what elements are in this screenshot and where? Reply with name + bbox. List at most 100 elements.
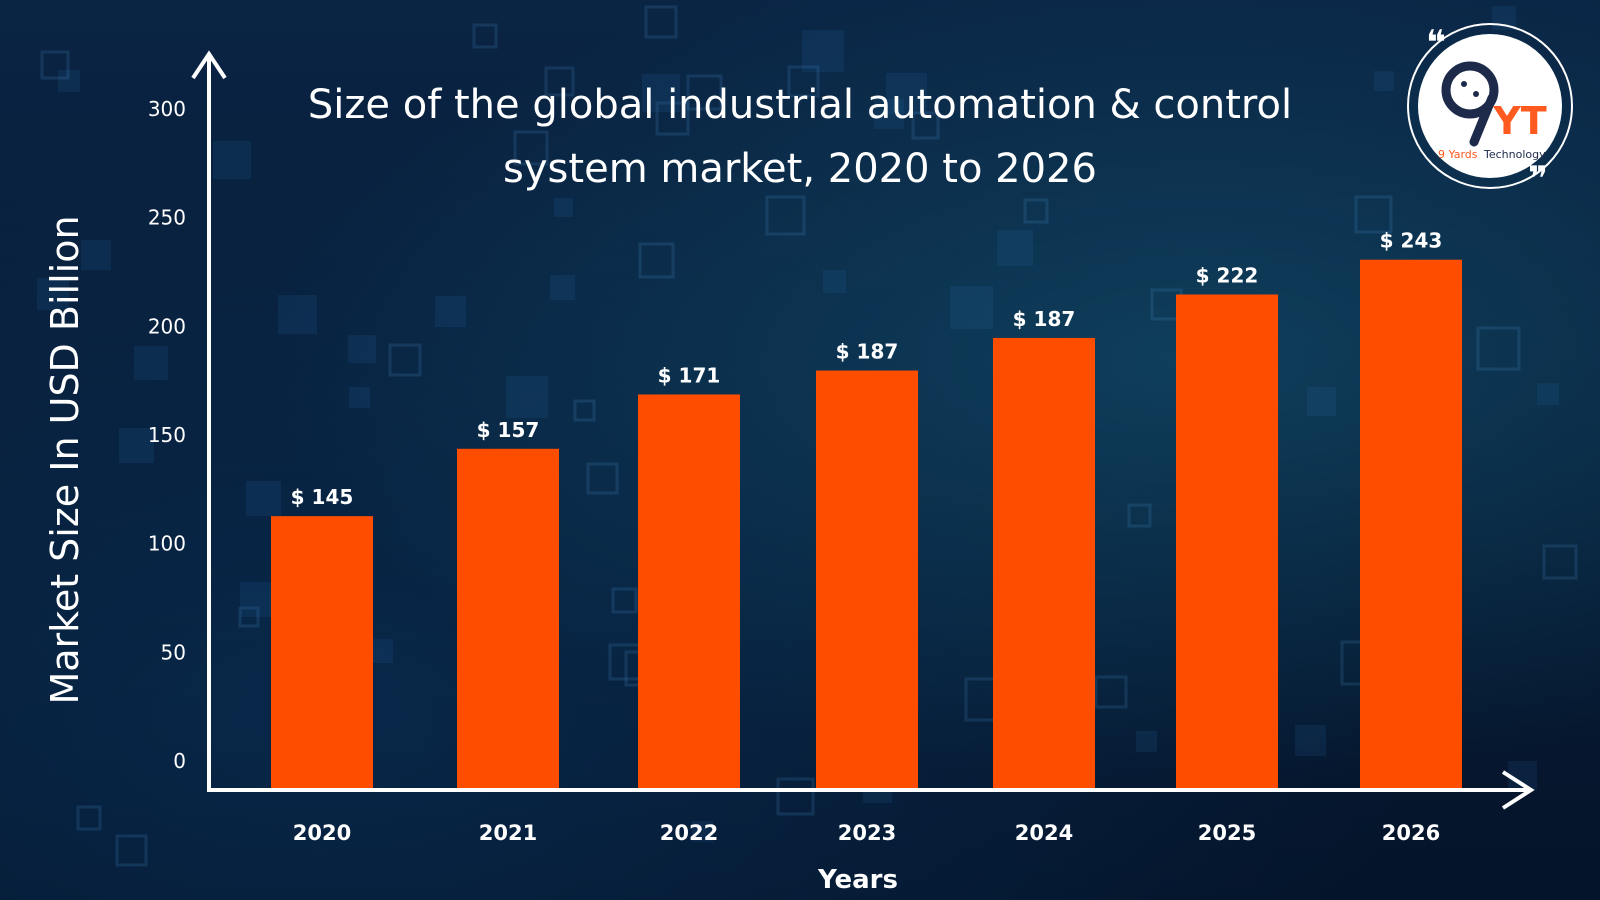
bg-square xyxy=(1295,725,1326,756)
bg-square xyxy=(1354,195,1393,234)
bg-square xyxy=(655,101,690,136)
y-tick-label: 150 xyxy=(148,423,186,447)
bg-square xyxy=(1542,544,1578,580)
x-tick-label: 2020 xyxy=(293,821,351,845)
bg-square xyxy=(213,141,251,179)
bg-square xyxy=(81,240,111,270)
bg-square xyxy=(997,230,1033,266)
nine-yards-logo: ❝ ❞ YT 9 Yards Technology xyxy=(1407,23,1573,194)
chart-title-line-1: Size of the global industrial automation… xyxy=(308,82,1292,128)
bg-square xyxy=(1537,383,1559,405)
logo-brand-second: Technology xyxy=(1483,148,1546,161)
bg-square xyxy=(348,335,376,363)
y-axis-title: Market Size In USD Billion xyxy=(43,215,87,704)
bg-square xyxy=(349,387,370,408)
y-tick-label: 100 xyxy=(148,532,186,556)
bar-2025 xyxy=(1176,294,1278,788)
bg-square xyxy=(513,130,549,166)
bg-square xyxy=(58,70,80,92)
logo-brand-first: 9 Yards xyxy=(1438,148,1478,161)
bg-square xyxy=(638,242,675,279)
quote-open-icon: ❝ xyxy=(1426,23,1446,63)
x-tick-label: 2021 xyxy=(479,821,537,845)
data-labels: $ 145 $ 157 $ 171 $ 187 $ 187 $ 222 $ 243 xyxy=(291,229,1443,509)
bg-square xyxy=(1127,503,1152,528)
bg-square xyxy=(40,50,70,80)
bg-square xyxy=(238,606,260,628)
data-label-2026: $ 243 xyxy=(1380,229,1443,253)
bar-2020 xyxy=(271,516,373,788)
data-label-2024: $ 187 xyxy=(1013,307,1076,331)
data-label-2021: $ 157 xyxy=(477,418,540,442)
bar-2021 xyxy=(457,448,559,788)
bg-square xyxy=(544,66,575,97)
bg-square xyxy=(642,74,680,112)
bg-square xyxy=(911,111,940,140)
bg-square xyxy=(506,376,548,418)
y-axis-line xyxy=(191,50,227,790)
bg-square xyxy=(886,73,927,114)
x-axis-line xyxy=(207,770,1535,810)
bg-square xyxy=(1094,675,1128,709)
bg-square xyxy=(119,428,154,463)
bg-square xyxy=(611,587,638,614)
bg-square xyxy=(823,270,846,293)
bg-square xyxy=(76,805,102,831)
data-label-2025: $ 222 xyxy=(1196,263,1259,287)
bg-square xyxy=(1307,387,1336,416)
quote-close-icon: ❞ xyxy=(1528,159,1548,194)
bg-square xyxy=(550,275,575,300)
bar-2026 xyxy=(1360,259,1462,788)
data-label-2023: $ 187 xyxy=(836,340,899,364)
bg-square xyxy=(240,582,275,617)
bg-square xyxy=(586,462,619,495)
x-axis-ticks: 2020 2021 2022 2023 2024 2025 2026 xyxy=(293,821,1440,845)
data-label-2022: $ 171 xyxy=(658,363,721,387)
bg-square xyxy=(692,821,713,842)
y-tick-label: 50 xyxy=(161,640,186,664)
bar-series xyxy=(271,259,1462,788)
bg-square xyxy=(787,65,820,98)
bg-square xyxy=(134,346,168,380)
bg-square xyxy=(573,399,596,422)
bg-square xyxy=(37,278,69,310)
x-tick-label: 2022 xyxy=(660,821,718,845)
x-axis-title: Years xyxy=(817,865,898,895)
bg-square xyxy=(950,286,993,329)
bg-square xyxy=(278,295,317,334)
x-tick-label: 2023 xyxy=(838,821,896,845)
bg-square xyxy=(1374,71,1394,91)
bg-square xyxy=(802,30,844,72)
bg-square xyxy=(874,99,904,129)
y-tick-label: 250 xyxy=(148,206,186,230)
bg-square xyxy=(686,74,723,111)
y-tick-label: 300 xyxy=(148,97,186,121)
x-tick-label: 2025 xyxy=(1198,821,1256,845)
bar-2024 xyxy=(993,337,1095,788)
bg-square xyxy=(554,198,573,217)
bar-2022 xyxy=(638,394,740,788)
bg-square xyxy=(246,481,281,516)
circuit-nine-icon xyxy=(1441,61,1499,147)
y-tick-label: 200 xyxy=(148,314,186,338)
bg-square xyxy=(472,23,498,49)
bg-square xyxy=(435,296,466,327)
bar-2023 xyxy=(816,370,918,788)
bg-square xyxy=(115,834,148,867)
bg-square xyxy=(1476,326,1521,371)
x-tick-label: 2024 xyxy=(1015,821,1073,845)
y-axis-ticks: 0 50 100 150 200 250 300 xyxy=(148,97,186,773)
logo-letters: YT xyxy=(1492,99,1547,143)
chart-title-line-2: system market, 2020 to 2026 xyxy=(503,146,1097,192)
y-tick-label: 0 xyxy=(173,749,186,773)
bg-square xyxy=(1023,198,1049,224)
logo-brand: 9 Yards Technology xyxy=(1438,148,1546,161)
bg-square xyxy=(1136,731,1157,752)
bg-square xyxy=(765,195,806,236)
x-tick-label: 2026 xyxy=(1382,821,1440,845)
bg-square xyxy=(388,343,422,377)
bg-square xyxy=(644,5,678,39)
data-label-2020: $ 145 xyxy=(291,485,354,509)
